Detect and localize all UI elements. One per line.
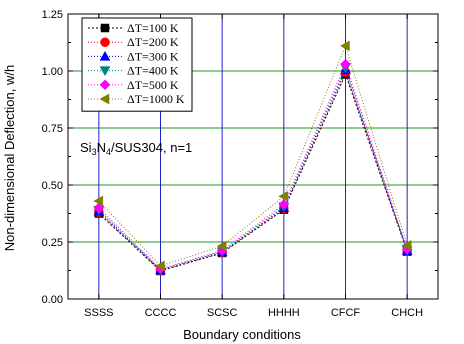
- legend-label: ΔT=200 K: [127, 35, 179, 49]
- series-layer: [93, 40, 413, 276]
- legend: ΔT=100 KΔT=200 KΔT=300 KΔT=400 KΔT=500 K…: [81, 17, 193, 112]
- x-tick-label: SCSC: [207, 307, 238, 319]
- x-tick-label: CHCH: [391, 307, 423, 319]
- data-point: [93, 195, 104, 207]
- y-tick-label: 0.00: [42, 294, 63, 306]
- y-axis-title: Non-dimensional Deflection, w/h: [2, 65, 17, 251]
- series-line: [98, 70, 408, 272]
- legend-label: ΔT=400 K: [127, 64, 179, 78]
- y-tick-label: 0.50: [42, 180, 63, 192]
- x-tick-label: CCCC: [145, 307, 177, 319]
- x-tick-label: HHHH: [268, 307, 300, 319]
- data-point: [216, 240, 227, 252]
- y-tick-label: 0.75: [42, 123, 63, 135]
- data-point: [278, 199, 290, 210]
- tick-marks: [68, 13, 438, 300]
- legend-marker: [100, 23, 110, 33]
- legend-label: ΔT=1000 K: [127, 92, 185, 106]
- legend-label: ΔT=500 K: [127, 78, 179, 92]
- legend-marker: [99, 66, 111, 77]
- material-annotation: Si3N4/SUS304, n=1: [80, 140, 192, 157]
- series-line: [98, 62, 408, 270]
- legend-label: ΔT=300 K: [127, 49, 179, 63]
- x-axis-title: Boundary conditions: [183, 327, 301, 342]
- y-tick-label: 0.25: [42, 237, 63, 249]
- series-line: [98, 68, 408, 271]
- series: [93, 40, 412, 272]
- legend-marker: [99, 93, 110, 105]
- y-tick-label: 1.25: [42, 9, 63, 21]
- data-point: [278, 190, 289, 202]
- legend-marker: [99, 50, 111, 61]
- y-tick-label: 1.00: [42, 66, 63, 78]
- legend-label: ΔT=100 K: [127, 21, 179, 35]
- data-point: [401, 239, 412, 251]
- data-point: [340, 58, 351, 70]
- legend-marker: [99, 79, 111, 91]
- data-point: [154, 260, 165, 272]
- legend-box: [81, 17, 193, 112]
- data-point: [339, 40, 350, 52]
- legend-marker: [100, 37, 110, 47]
- x-tick-label: CFCF: [331, 307, 361, 319]
- x-tick-label: SSSS: [84, 307, 113, 319]
